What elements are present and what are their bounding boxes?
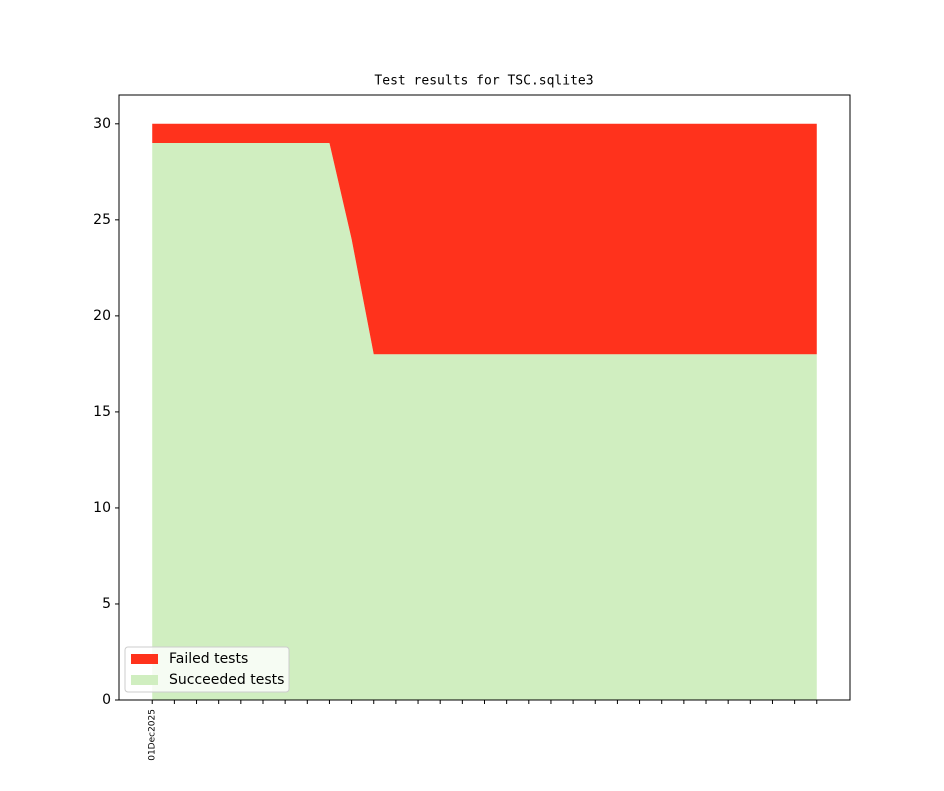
y-tick-label: 30 bbox=[93, 116, 111, 132]
legend-swatch bbox=[131, 654, 158, 664]
legend: Failed tests Succeeded tests bbox=[124, 646, 290, 693]
y-tick-label: 5 bbox=[102, 596, 111, 612]
area bbox=[152, 123, 817, 355]
area bbox=[152, 143, 817, 700]
legend-label: Failed tests bbox=[169, 651, 248, 667]
legend-label: Succeeded tests bbox=[169, 672, 284, 688]
y-tick-label: 25 bbox=[93, 212, 111, 228]
y-tick-label: 20 bbox=[93, 308, 111, 324]
legend-box bbox=[124, 646, 290, 693]
chart-title: Test results for TSC.sqlite3 bbox=[374, 74, 593, 89]
x-tick-label: 01Dec2025 bbox=[148, 709, 158, 761]
y-tick-label: 15 bbox=[93, 404, 111, 420]
legend-swatch bbox=[131, 675, 158, 685]
y-tick-label: 10 bbox=[93, 500, 111, 516]
y-tick-label: 0 bbox=[102, 692, 111, 708]
